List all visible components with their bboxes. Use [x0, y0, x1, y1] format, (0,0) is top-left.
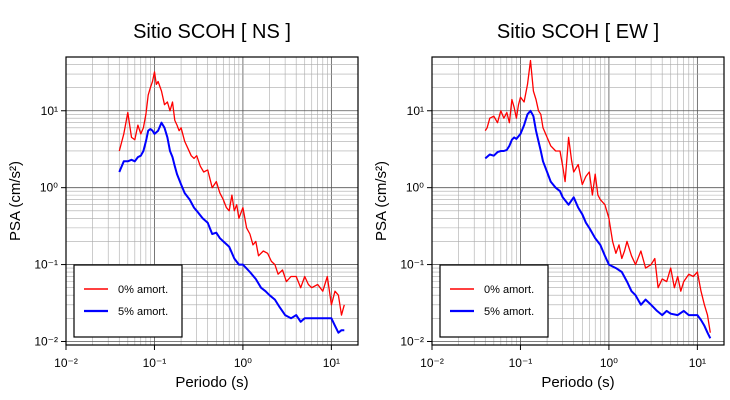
legend: 0% amort. 5% amort. [439, 264, 549, 338]
y-axis-label: PSA (cm/s²) [373, 161, 390, 241]
y-tick-label: 10⁻² [400, 334, 424, 348]
series-line-red [484, 59, 711, 333]
chart-panel-ns: Sitio SCOH [ NS ] Periodo (s) PSA (cm/s²… [7, 21, 359, 391]
chart-panel-ew: Sitio SCOH [ EW ] Periodo (s) PSA (cm/s²… [373, 21, 725, 391]
chart-title: Sitio SCOH [ NS ] [133, 21, 291, 43]
x-axis-label: Periodo (s) [175, 374, 248, 391]
legend-label: 5% amort. [484, 306, 534, 318]
series-line-blue [118, 121, 345, 334]
plot-frame [65, 56, 359, 346]
legend-label: 0% amort. [118, 284, 168, 296]
legend-box [439, 264, 549, 338]
x-tick-label: 10⁰ [600, 356, 618, 370]
legend: 0% amort. 5% amort. [73, 264, 183, 338]
grid [65, 56, 359, 346]
legend-label: 5% amort. [118, 306, 168, 318]
x-tick-label: 10⁰ [234, 356, 252, 370]
y-tick-label: 10⁻¹ [34, 258, 58, 272]
y-tick-label: 10⁰ [406, 181, 424, 195]
series-line-blue [484, 109, 712, 339]
grid [431, 56, 725, 346]
y-axis-label: PSA (cm/s²) [7, 161, 24, 241]
x-axis-label: Periodo (s) [541, 374, 614, 391]
chart-title: Sitio SCOH [ EW ] [497, 21, 659, 43]
y-tick-label: 10⁻² [34, 334, 58, 348]
series-line-red [118, 71, 345, 316]
y-tick-label: 10⁰ [40, 181, 58, 195]
x-tick-label: 10⁻² [54, 356, 78, 370]
x-tick-label: 10⁻¹ [143, 356, 167, 370]
x-tick-label: 10⁻¹ [509, 356, 533, 370]
y-tick-label: 10¹ [41, 104, 58, 118]
x-tick-label: 10¹ [689, 356, 706, 370]
y-tick-label: 10¹ [407, 104, 424, 118]
plot-frame [431, 56, 725, 346]
x-tick-label: 10⁻² [420, 356, 444, 370]
legend-label: 0% amort. [484, 284, 534, 296]
x-tick-label: 10¹ [323, 356, 340, 370]
legend-box [73, 264, 183, 338]
y-tick-label: 10⁻¹ [400, 258, 424, 272]
